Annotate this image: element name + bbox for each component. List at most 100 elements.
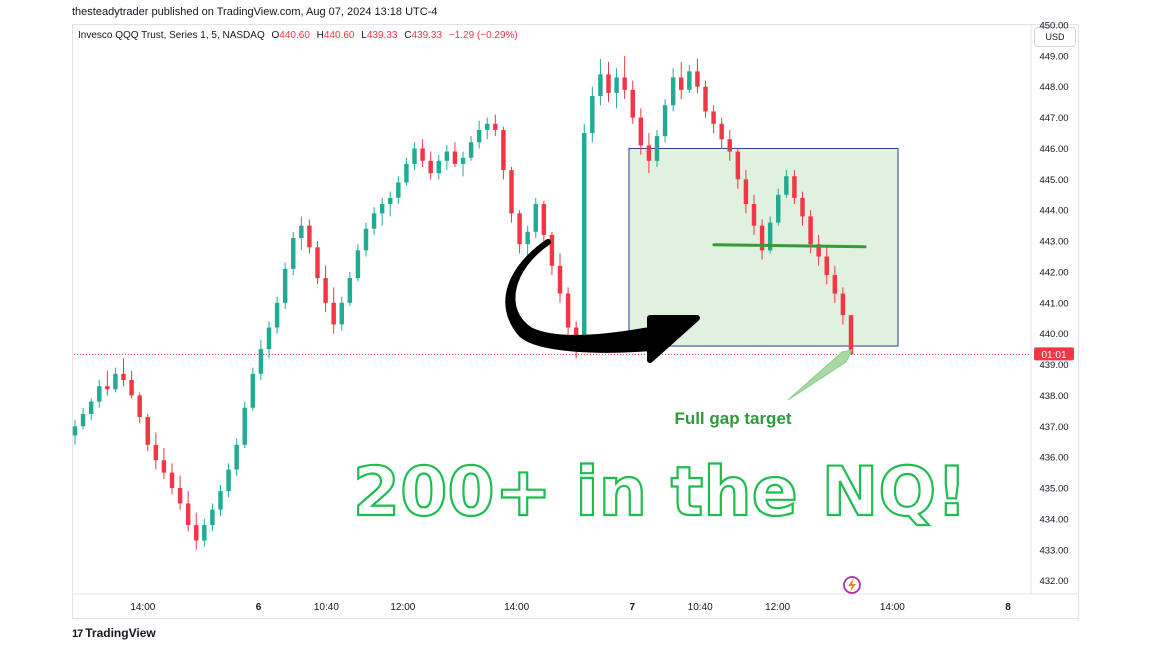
candle-body (331, 302, 336, 325)
close-value: 439.33 (411, 30, 443, 41)
candle-body (751, 204, 757, 226)
y-tick-label: 437.00 (1039, 422, 1068, 433)
gap-target-line (712, 243, 867, 249)
countdown-text: 01:01 (1041, 350, 1066, 361)
open-value: 440.60 (279, 30, 310, 41)
lightning-icon[interactable] (843, 576, 861, 594)
x-tick-label: 14:00 (504, 602, 529, 613)
candle-body (129, 380, 134, 396)
close-label: C (404, 30, 412, 41)
tradingview-footer[interactable]: 17 TradingView (72, 626, 156, 640)
candle-body (622, 77, 627, 90)
candle-body (72, 426, 78, 436)
chart-frame (72, 24, 1079, 619)
high-value: 440.60 (323, 30, 355, 41)
y-tick-label: 443.00 (1039, 237, 1068, 248)
tradingview-logo-icon: 17 (72, 628, 83, 640)
y-tick-label: 432.00 (1039, 576, 1068, 587)
candle-body (169, 472, 175, 489)
candle-body (703, 86, 708, 112)
x-tick-label: 12:00 (765, 602, 790, 613)
candle-body (210, 509, 215, 526)
y-tick-label: 450.00 (1039, 21, 1068, 32)
candle-body (291, 238, 296, 269)
candle-body (743, 179, 749, 205)
x-tick-label: 7 (630, 602, 636, 613)
candle-body (250, 373, 256, 408)
symbol-name[interactable]: Invesco QQQ Trust, Series 1, 5, NASDAQ (78, 30, 265, 41)
candle-body (145, 417, 150, 445)
y-tick-label: 433.00 (1039, 545, 1068, 556)
candle-body (792, 176, 797, 198)
candle-body (436, 160, 441, 174)
candle-body (218, 491, 223, 510)
candle-body (299, 225, 304, 238)
candle-body (274, 302, 280, 328)
candle-body (808, 216, 813, 245)
y-axis-border (72, 24, 1079, 595)
candle-body (800, 197, 805, 217)
currency-button[interactable]: USD (1034, 27, 1076, 47)
candle-body (379, 204, 385, 214)
candle-body (719, 123, 724, 140)
price-axis[interactable]: 432.00 433.00 434.00 435.00 436.00 437.00 438.… (1039, 21, 1068, 588)
candle-body (161, 460, 167, 473)
candle-body (452, 151, 458, 164)
candle-body (476, 129, 482, 143)
candle-body (848, 315, 854, 355)
candle-body (194, 525, 199, 541)
candle-body (565, 293, 571, 328)
countdown-badge: 01:01 (1034, 347, 1074, 361)
y-tick-label: 442.00 (1039, 267, 1068, 278)
x-tick-label: 12:00 (390, 602, 415, 613)
candle-body (501, 129, 506, 171)
candle-body (88, 401, 94, 414)
symbol-legend: Invesco QQQ Trust, Series 1, 5, NASDAQ O… (78, 30, 518, 41)
candle-body (606, 74, 611, 93)
x-tick-label: 10:40 (314, 602, 339, 613)
candle-body (735, 151, 741, 180)
y-tick-label: 445.00 (1039, 175, 1068, 186)
y-tick-label: 438.00 (1039, 391, 1068, 402)
candle-body (767, 222, 773, 251)
candle-body (493, 123, 498, 130)
time-axis[interactable]: 14:00 6 10:40 12:00 14:00 7 10:40 12:00 14:00 8 (130, 602, 1011, 613)
candle-body (404, 163, 409, 183)
candle-body (371, 213, 377, 229)
candle-body (695, 71, 700, 87)
candle-body (177, 488, 183, 504)
candle-body (557, 265, 563, 294)
candlesticks (72, 55, 854, 550)
candle-body (711, 111, 716, 124)
candle-body (630, 89, 635, 118)
y-tick-label: 441.00 (1039, 298, 1068, 309)
candle-body (460, 157, 466, 164)
y-tick-label: 448.00 (1039, 82, 1068, 93)
low-label: L (361, 30, 367, 41)
candle-body (727, 139, 732, 152)
candle-body (363, 228, 369, 251)
candle-body (258, 349, 264, 374)
candle-body (485, 123, 490, 130)
open-label: O (271, 30, 280, 41)
y-tick-label: 446.00 (1039, 144, 1068, 155)
candle-body (646, 145, 652, 161)
change-value: −1.29 (−0.29%) (448, 30, 518, 41)
candle-body (355, 250, 361, 279)
candle-body (323, 278, 328, 303)
candle-body (824, 256, 829, 276)
candle-body (420, 148, 425, 161)
candle-body (226, 469, 231, 492)
headline-text: 200+ in the NQ! (353, 453, 967, 532)
candle-body (105, 386, 110, 390)
candle-body (315, 247, 320, 279)
candle-body (679, 77, 684, 90)
candle-body (307, 225, 312, 248)
x-tick-label: 10:40 (688, 602, 713, 613)
candle-body (541, 204, 547, 235)
candle-body (242, 407, 247, 445)
candle-body (662, 105, 668, 137)
candle-body (670, 77, 676, 106)
candle-body (776, 194, 781, 223)
